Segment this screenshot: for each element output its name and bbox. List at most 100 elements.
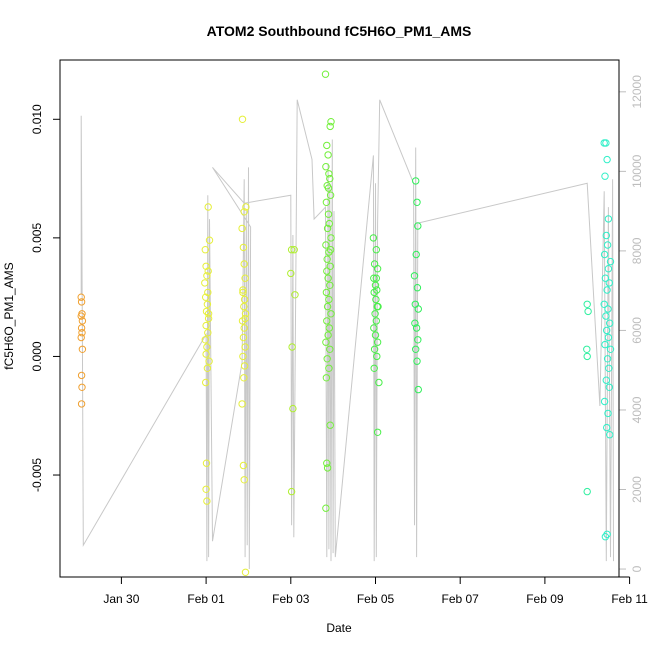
data-point — [371, 310, 379, 318]
data-point — [323, 355, 331, 363]
data-point — [201, 336, 210, 344]
data-point — [325, 219, 333, 228]
plot-frame — [59, 59, 620, 578]
data-point — [600, 250, 609, 259]
data-point — [604, 265, 613, 273]
data-point — [583, 345, 591, 353]
data-point — [604, 305, 612, 313]
data-point — [326, 174, 334, 183]
data-point — [373, 338, 382, 346]
data-point — [412, 250, 420, 259]
secondary-series-line — [80, 99, 614, 570]
data-point — [604, 215, 613, 223]
data-point — [327, 310, 335, 318]
data-point — [239, 243, 248, 252]
secondary-y-tick-label: 2000 — [630, 476, 644, 503]
data-point — [323, 141, 331, 150]
data-point — [371, 281, 380, 289]
data-point — [370, 288, 378, 297]
data-point — [603, 241, 612, 249]
data-point — [323, 302, 332, 311]
data-point — [326, 246, 335, 254]
data-point — [583, 352, 591, 361]
data-point — [240, 374, 248, 382]
data-point — [204, 288, 212, 297]
data-point — [326, 122, 334, 131]
data-point — [77, 293, 85, 301]
data-point — [603, 530, 611, 538]
x-tick-label: Feb 01 — [187, 592, 225, 606]
data-point — [410, 272, 419, 280]
data-point — [239, 286, 247, 294]
x-axis-label: Date — [326, 621, 352, 635]
data-point — [411, 319, 419, 327]
axes-layer: Jan 30 Feb 01 Feb 03 Feb 05 Feb 07 Feb 09 Feb … — [30, 75, 648, 606]
data-point — [372, 246, 380, 254]
data-point — [240, 295, 249, 304]
data-point — [203, 364, 212, 372]
data-point — [205, 236, 214, 244]
data-point — [202, 262, 210, 270]
data-point — [203, 497, 211, 505]
data-point — [325, 324, 333, 332]
data-point — [600, 300, 608, 308]
data-point — [241, 343, 249, 351]
data-point — [202, 350, 210, 358]
data-point — [204, 203, 212, 211]
data-point — [414, 336, 422, 344]
data-point — [412, 177, 420, 185]
data-point — [323, 255, 331, 263]
data-point — [605, 364, 613, 372]
data-point — [240, 362, 249, 370]
y-axis-label: fC5H6O_PM1_AMS — [2, 262, 16, 369]
x-tick-label: Jan 30 — [103, 592, 139, 606]
data-point — [322, 374, 331, 382]
secondary-line-layer — [80, 99, 614, 570]
data-point — [373, 428, 382, 436]
secondary-y-tick-label: 8000 — [630, 237, 644, 264]
y-tick-label: 0.005 — [30, 223, 44, 253]
data-point — [240, 260, 248, 268]
data-point — [323, 224, 332, 233]
data-point — [240, 208, 248, 216]
data-point — [202, 459, 211, 467]
data-point — [324, 331, 332, 339]
data-point — [322, 504, 330, 512]
x-tick-label: Feb 03 — [272, 592, 310, 606]
data-point — [605, 279, 613, 287]
data-point — [239, 288, 247, 297]
data-point — [289, 404, 297, 413]
data-point — [205, 357, 213, 365]
data-point — [372, 295, 380, 304]
data-point — [240, 324, 248, 332]
data-point — [583, 300, 591, 308]
data-point — [604, 409, 612, 418]
data-point — [204, 267, 212, 275]
data-point — [78, 383, 86, 391]
data-point — [202, 378, 210, 387]
data-point — [241, 310, 250, 318]
data-point — [375, 378, 383, 387]
data-point — [239, 333, 248, 342]
data-point — [288, 343, 296, 351]
data-point — [371, 331, 380, 339]
data-point — [605, 383, 613, 391]
data-point — [324, 274, 332, 282]
data-point — [238, 317, 247, 325]
data-point — [202, 321, 210, 330]
data-point — [325, 295, 333, 304]
y-tick-label: 0.000 — [30, 341, 44, 371]
data-point — [370, 364, 378, 372]
data-point — [287, 487, 296, 496]
data-point — [203, 300, 212, 308]
data-point — [326, 281, 334, 289]
data-point — [606, 319, 614, 327]
data-point — [287, 269, 295, 278]
data-point — [373, 265, 382, 273]
data-point — [323, 267, 331, 275]
data-point — [413, 198, 421, 207]
data-point — [240, 476, 248, 484]
data-point — [603, 326, 611, 335]
data-point — [603, 355, 612, 363]
